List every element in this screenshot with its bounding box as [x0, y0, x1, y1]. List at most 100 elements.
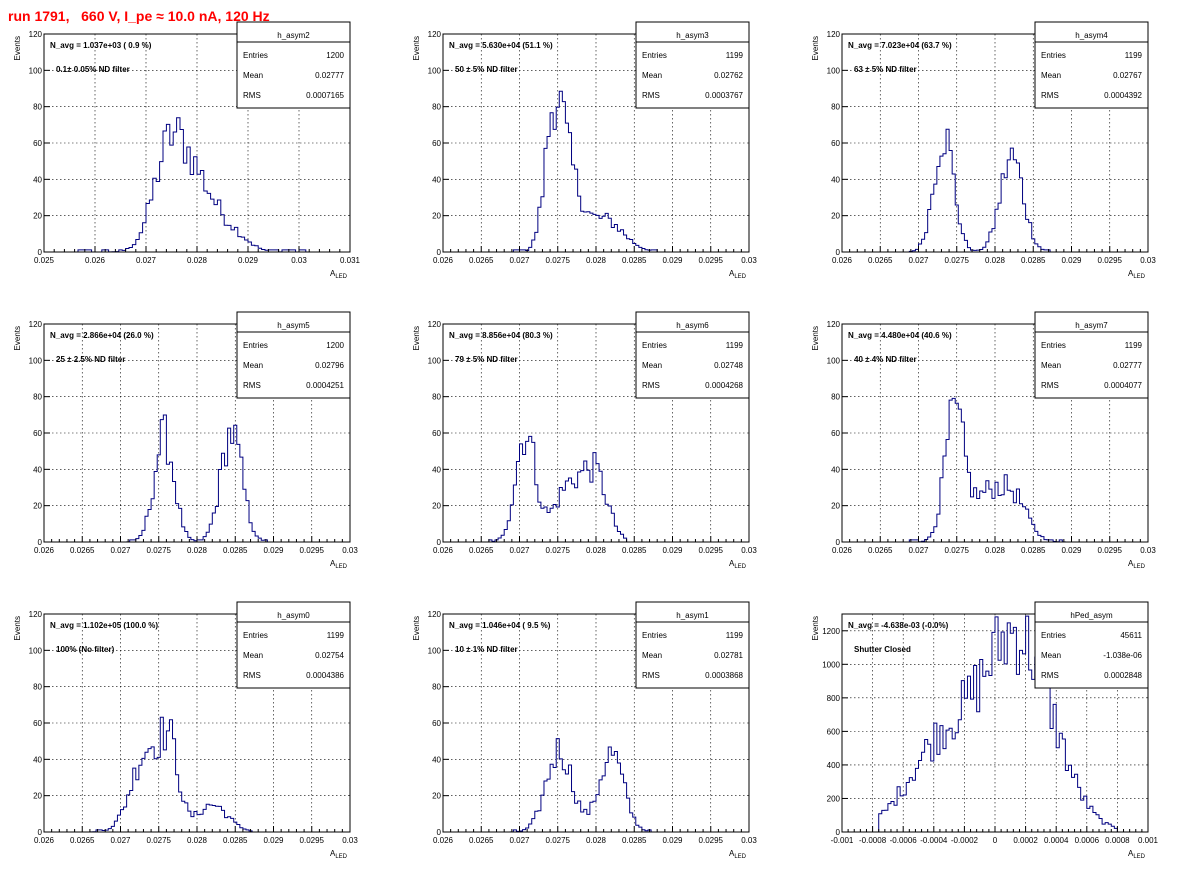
x-axis-title: ALED — [330, 849, 348, 860]
x-axis-title: ALED — [729, 559, 747, 570]
filter-label: Shutter Closed — [854, 645, 911, 654]
y-tick-label: 60 — [33, 429, 42, 438]
stat-value: 0.02762 — [714, 71, 743, 80]
x-tick-label: 0.028 — [985, 256, 1006, 265]
x-tick-label: 0.03 — [741, 836, 757, 845]
stat-value: 1200 — [326, 341, 344, 350]
y-axis-title: Events — [412, 326, 421, 350]
navg-label: N_avg = 4.480e+04 (40.6 %) — [848, 331, 952, 340]
y-tick-label: 20 — [432, 212, 441, 221]
stat-value: 0.02777 — [1113, 361, 1142, 370]
x-tick-label: 0.0295 — [699, 836, 724, 845]
y-tick-label: 120 — [428, 320, 442, 329]
x-tick-label: 0.0285 — [622, 546, 647, 555]
y-tick-label: 100 — [428, 66, 442, 75]
stats-box — [635, 601, 750, 689]
y-tick-label: 0 — [38, 248, 43, 257]
filter-label: 40 ± 4% ND filter — [854, 355, 917, 364]
x-tick-label: 0.0285 — [1021, 256, 1046, 265]
stat-label: Entries — [642, 631, 667, 640]
y-tick-label: 120 — [29, 320, 43, 329]
x-axis-title: ALED — [330, 269, 348, 280]
x-tick-label: 0.0285 — [622, 836, 647, 845]
stat-label: Mean — [1041, 361, 1061, 370]
y-tick-label: 0 — [437, 248, 442, 257]
histogram-name: h_asym3 — [676, 31, 709, 40]
y-tick-label: 100 — [428, 356, 442, 365]
stat-value: 1199 — [726, 631, 744, 640]
y-tick-label: 40 — [33, 755, 42, 764]
x-axis-title: ALED — [1128, 559, 1146, 570]
x-tick-label: 0.031 — [340, 256, 361, 265]
histogram-panel-h_asym4: 0.026 0.0265 0.027 0.0275 0.028 0.0285 0.029 0.… — [811, 21, 1156, 280]
stat-value: 0.02767 — [1113, 71, 1142, 80]
filter-label: 0.1± 0.05% ND filter — [56, 65, 130, 74]
stat-label: Entries — [1041, 51, 1066, 60]
x-tick-label: 0.027 — [509, 256, 530, 265]
x-tick-label: 0.026 — [433, 546, 454, 555]
y-tick-label: 120 — [428, 30, 442, 39]
y-tick-label: 100 — [827, 356, 841, 365]
x-tick-label: 0.029 — [662, 836, 683, 845]
x-tick-label: 0.027 — [110, 836, 131, 845]
y-tick-label: 20 — [432, 502, 441, 511]
stat-value: 0.02777 — [315, 71, 344, 80]
y-tick-label: 120 — [827, 320, 841, 329]
x-tick-label: 0.028 — [187, 546, 208, 555]
y-tick-label: 40 — [432, 175, 441, 184]
stat-value: 1199 — [1125, 341, 1143, 350]
y-axis-title: Events — [412, 616, 421, 640]
stat-label: Mean — [642, 71, 662, 80]
stat-label: Entries — [243, 51, 268, 60]
y-tick-label: 60 — [33, 719, 42, 728]
stat-label: RMS — [243, 671, 261, 680]
stat-label: Mean — [642, 651, 662, 660]
stat-label: Entries — [1041, 341, 1066, 350]
y-tick-label: 0 — [836, 248, 841, 257]
x-tick-label: 0.0275 — [945, 546, 970, 555]
y-axis-title: Events — [13, 326, 22, 350]
histogram-line — [842, 615, 1148, 833]
stats-box — [236, 311, 351, 399]
y-axis-title: Events — [811, 326, 820, 350]
histogram-panel-hPed_asym: -0.001 -0.0008 -0.0006 -0.0004 -0.0002 0 0.000… — [811, 601, 1159, 860]
x-tick-label: 0.0265 — [70, 546, 95, 555]
x-tick-label: 0.0265 — [70, 836, 95, 845]
x-axis-title: ALED — [330, 559, 348, 570]
x-tick-label: -0.0008 — [859, 836, 887, 845]
stat-label: Mean — [243, 361, 263, 370]
x-tick-label: 0.03 — [1140, 546, 1156, 555]
stat-value: 0.0004268 — [705, 381, 743, 390]
x-tick-label: 0.0008 — [1105, 836, 1130, 845]
navg-label: N_avg = 2.866e+04 (26.0 %) — [50, 331, 154, 340]
y-tick-label: 40 — [432, 465, 441, 474]
x-tick-label: 0.029 — [263, 836, 284, 845]
filter-label: 79 ± 5% ND filter — [455, 355, 518, 364]
x-tick-label: 0.027 — [509, 836, 530, 845]
x-tick-label: 0.026 — [85, 256, 106, 265]
stats-box — [635, 21, 750, 109]
x-tick-label: 0.0285 — [622, 256, 647, 265]
y-axis-title: Events — [13, 616, 22, 640]
x-tick-label: 0 — [993, 836, 998, 845]
histogram-panel-h_asym7: 0.026 0.0265 0.027 0.0275 0.028 0.0285 0.029 0.… — [811, 311, 1156, 570]
x-tick-label: 0.027 — [908, 256, 929, 265]
x-tick-label: 0.03 — [1140, 256, 1156, 265]
x-tick-label: 0.0265 — [469, 256, 494, 265]
y-tick-label: 60 — [831, 429, 840, 438]
histogram-name: h_asym4 — [1075, 31, 1108, 40]
y-tick-label: 100 — [29, 66, 43, 75]
stat-label: Mean — [1041, 71, 1061, 80]
y-tick-label: 100 — [428, 646, 442, 655]
y-tick-label: 0 — [38, 828, 43, 837]
stat-value: 1199 — [1125, 51, 1143, 60]
stat-value: 0.0003868 — [705, 671, 743, 680]
histogram-panel-h_asym6: 0.026 0.0265 0.027 0.0275 0.028 0.0285 0.029 0.… — [412, 311, 757, 570]
filter-label: 63 ± 5% ND filter — [854, 65, 917, 74]
histogram-panel-h_asym2: 0.025 0.026 0.027 0.028 0.029 0.03 0.031 0 20 40 6… — [13, 21, 361, 280]
x-tick-label: 0.028 — [586, 256, 607, 265]
x-tick-label: 0.028 — [985, 546, 1006, 555]
run-title: run 1791, 660 V, I_pe ≈ 10.0 nA, 120 Hz — [8, 8, 270, 24]
histogram-name: h_asym2 — [277, 31, 310, 40]
x-tick-label: 0.0006 — [1075, 836, 1100, 845]
